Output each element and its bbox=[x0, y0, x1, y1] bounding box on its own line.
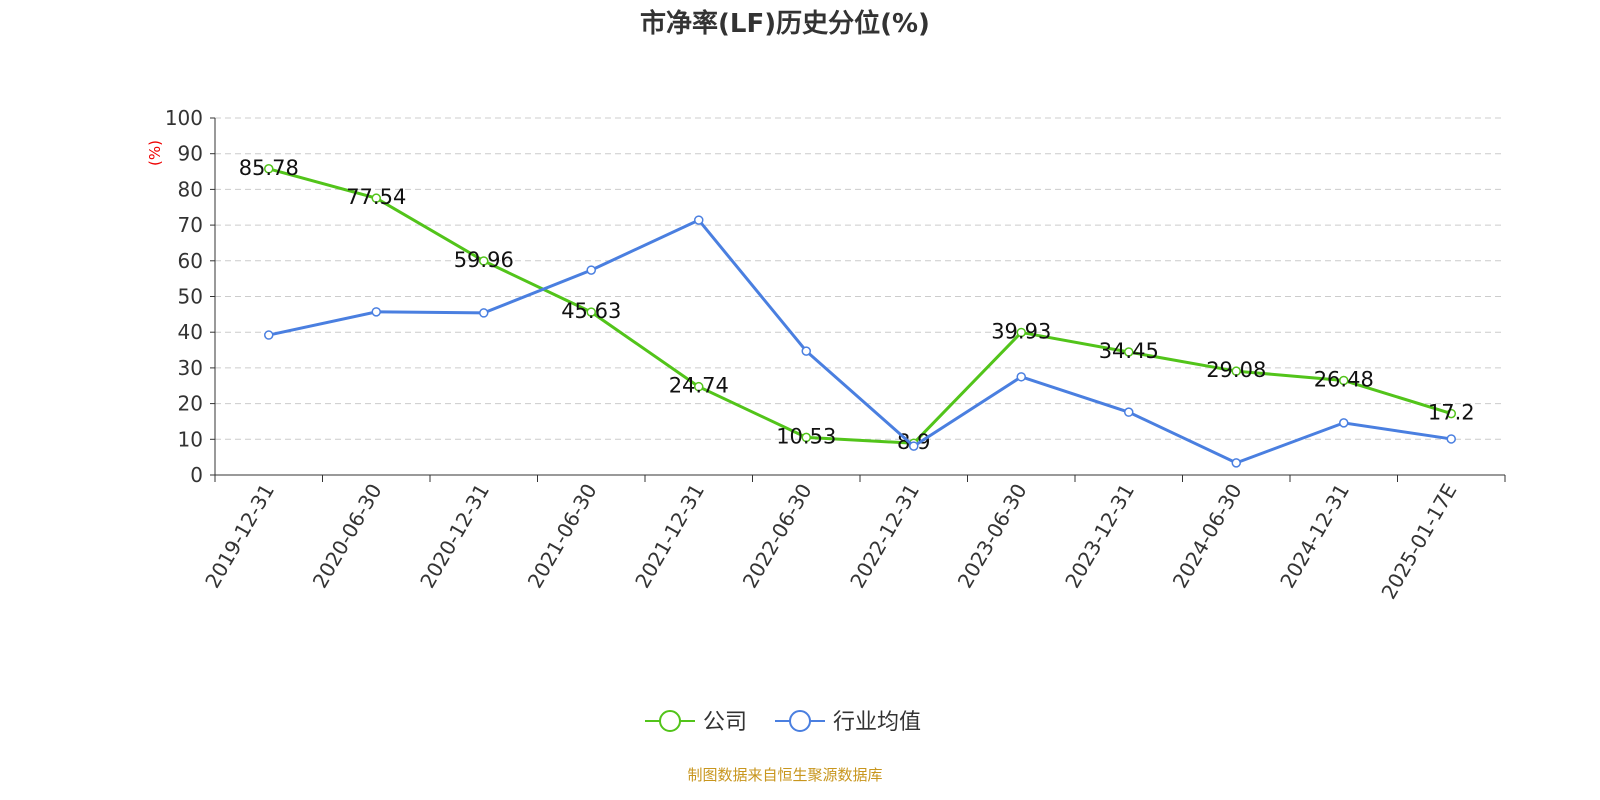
data-label: 39.93 bbox=[991, 319, 1051, 343]
y-tick-label: 10 bbox=[178, 427, 203, 451]
legend-label: 行业均值 bbox=[833, 710, 921, 735]
y-tick-label: 40 bbox=[178, 320, 203, 344]
data-point[interactable] bbox=[909, 441, 919, 451]
legend-marker-icon bbox=[659, 710, 681, 732]
data-point[interactable] bbox=[694, 215, 704, 225]
x-tick-label: 2025-01-17E bbox=[1376, 480, 1461, 604]
data-label: 77.54 bbox=[346, 185, 406, 209]
x-tick-label: 2020-12-31 bbox=[415, 480, 494, 593]
x-tick-label: 2022-12-31 bbox=[845, 480, 924, 593]
x-tick-label: 2024-06-30 bbox=[1168, 480, 1247, 593]
x-tick-label: 2023-06-30 bbox=[953, 480, 1032, 593]
y-tick-label: 0 bbox=[190, 463, 203, 487]
data-label: 34.45 bbox=[1099, 339, 1159, 363]
data-point[interactable] bbox=[371, 193, 381, 203]
data-point[interactable] bbox=[479, 308, 489, 318]
data-label: 85.78 bbox=[239, 156, 299, 180]
y-tick-label: 60 bbox=[178, 249, 203, 273]
legend-item-1[interactable]: 行业均值 bbox=[775, 710, 921, 735]
series-line bbox=[268, 218, 1452, 465]
y-tick-label: 50 bbox=[178, 285, 203, 309]
y-tick-label: 30 bbox=[178, 356, 203, 380]
legend-item-0[interactable]: 公司 bbox=[645, 710, 747, 735]
x-tick-label: 2021-06-30 bbox=[523, 480, 602, 593]
data-point[interactable] bbox=[1231, 366, 1241, 376]
data-point[interactable] bbox=[801, 432, 811, 443]
series-0: 85.7877.5459.9645.6324.7410.538.939.9334… bbox=[239, 156, 1475, 454]
legend-label: 公司 bbox=[703, 710, 747, 735]
y-tick-label: 80 bbox=[178, 177, 203, 201]
series-line bbox=[268, 167, 1452, 445]
x-tick-label: 2019-12-31 bbox=[200, 480, 279, 593]
data-point[interactable] bbox=[264, 164, 274, 174]
data-point[interactable] bbox=[801, 346, 811, 356]
data-point[interactable] bbox=[586, 265, 596, 275]
data-point[interactable] bbox=[586, 307, 596, 317]
data-point[interactable] bbox=[1446, 434, 1456, 444]
data-label: 59.96 bbox=[454, 248, 514, 272]
data-point[interactable] bbox=[1446, 408, 1456, 419]
data-point[interactable] bbox=[1016, 327, 1026, 338]
x-tick-label: 2021-12-31 bbox=[630, 480, 709, 593]
data-point[interactable] bbox=[1016, 372, 1026, 382]
data-label: 45.63 bbox=[561, 299, 621, 323]
data-point[interactable] bbox=[694, 381, 704, 392]
x-tick-label: 2024-12-31 bbox=[1275, 480, 1354, 593]
data-point[interactable] bbox=[479, 256, 489, 266]
data-point[interactable] bbox=[1231, 458, 1241, 468]
y-axis-unit: (%) bbox=[146, 140, 164, 166]
x-tick-label: 2022-06-30 bbox=[738, 480, 817, 593]
data-label: 17.2 bbox=[1428, 401, 1475, 425]
series-1 bbox=[264, 215, 1456, 468]
x-tick-label: 2023-12-31 bbox=[1060, 480, 1139, 593]
data-label: 26.48 bbox=[1314, 367, 1374, 391]
y-tick-label: 20 bbox=[178, 392, 203, 416]
y-tick-label: 90 bbox=[178, 142, 203, 166]
x-tick-label: 2020-06-30 bbox=[308, 480, 387, 593]
data-point[interactable] bbox=[1339, 418, 1349, 428]
legend-marker-icon bbox=[789, 710, 811, 732]
data-point[interactable] bbox=[264, 330, 274, 340]
y-tick-label: 100 bbox=[165, 106, 203, 130]
y-tick-label: 70 bbox=[178, 213, 203, 237]
data-point[interactable] bbox=[1124, 407, 1134, 417]
data-point[interactable] bbox=[1339, 375, 1349, 386]
data-label: 24.74 bbox=[669, 374, 729, 398]
data-label: 29.08 bbox=[1206, 358, 1266, 382]
chart-title: 市净率(LF)历史分位(%) bbox=[640, 8, 930, 39]
source-note: 制图数据来自恒生聚源数据库 bbox=[687, 766, 882, 784]
data-point[interactable] bbox=[371, 307, 381, 317]
data-point[interactable] bbox=[1124, 347, 1134, 357]
data-label: 10.53 bbox=[776, 424, 836, 448]
